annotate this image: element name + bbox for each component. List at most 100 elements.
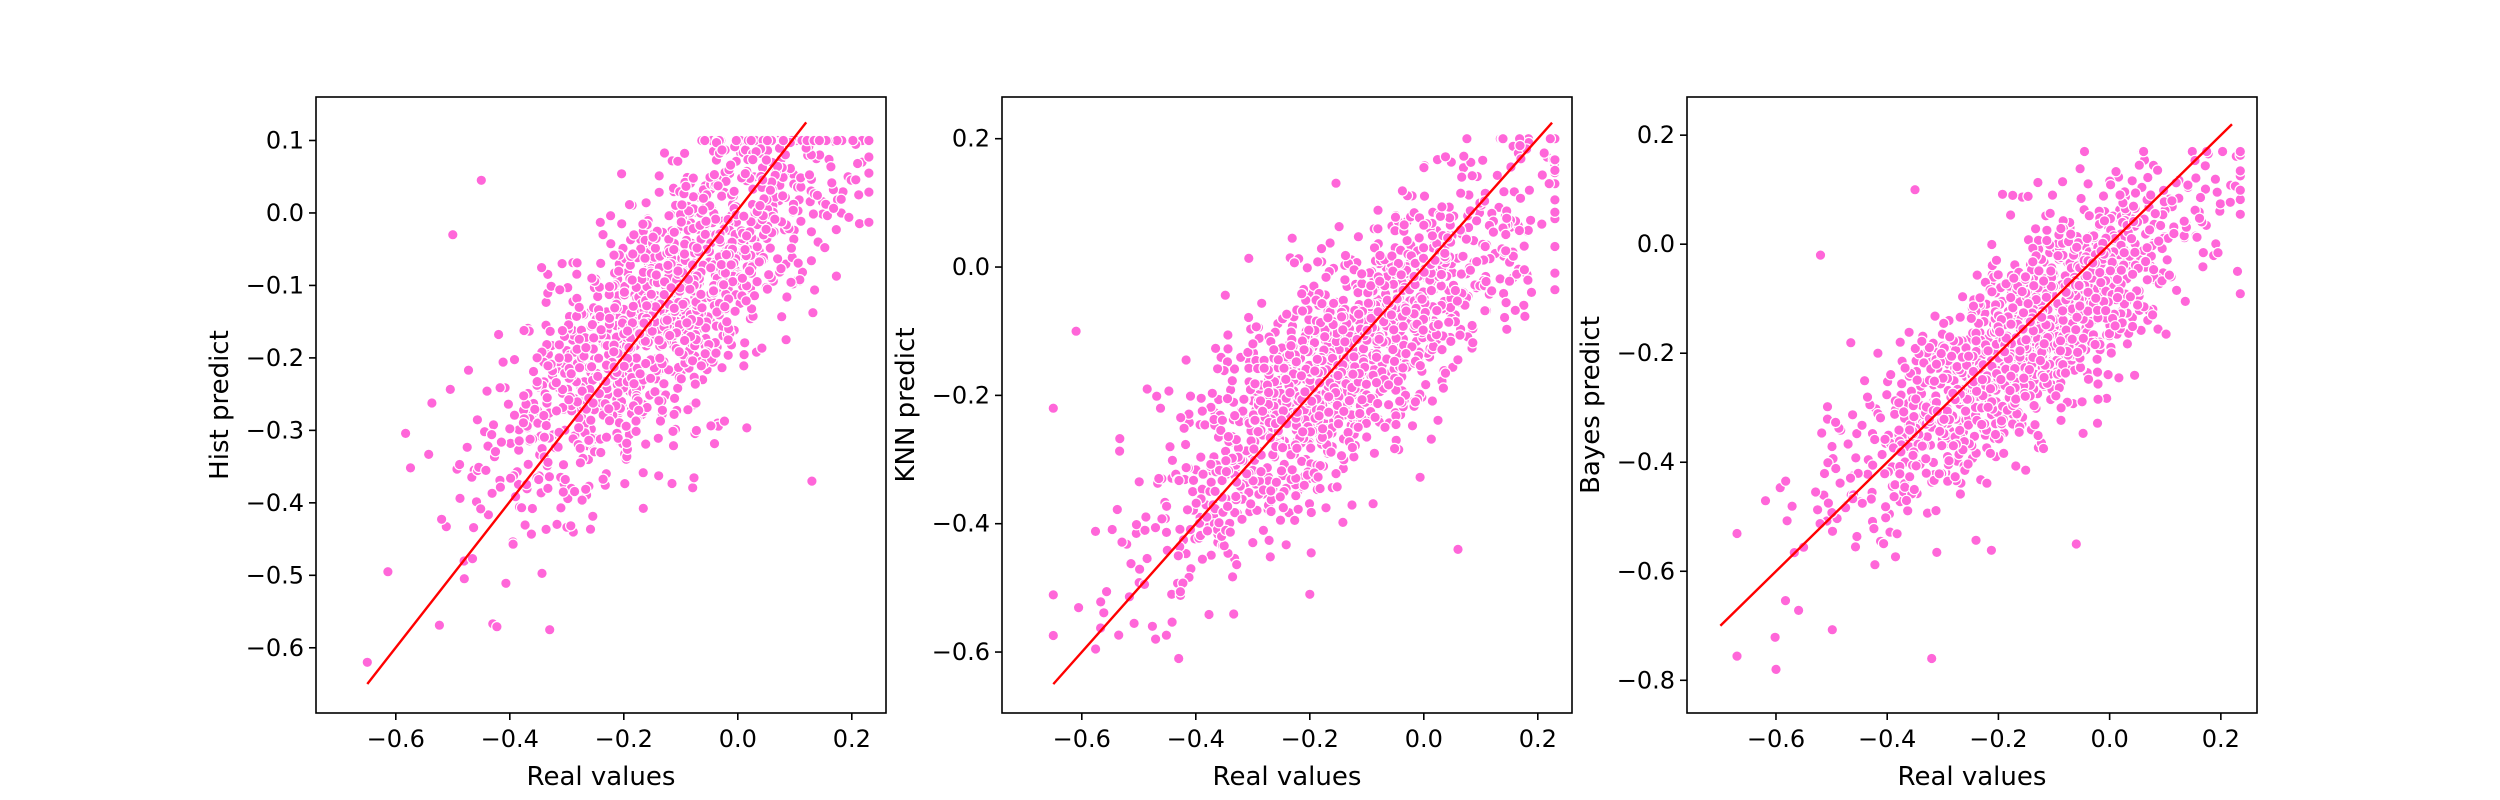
knn-data-point — [1047, 629, 1060, 642]
bayes-data-point — [2124, 290, 2137, 303]
hist-data-point — [467, 521, 480, 534]
knn-data-point — [1173, 474, 1185, 487]
knn-data-point — [1500, 228, 1512, 241]
knn-data-point — [1354, 407, 1366, 420]
hist-data-point — [637, 502, 650, 515]
knn-data-point — [1348, 350, 1360, 363]
bayes-data-point — [2016, 285, 2028, 298]
knn-data-point — [1216, 414, 1229, 427]
knn-data-point — [1395, 268, 1407, 281]
hist-data-point — [435, 513, 448, 526]
knn-data-point — [1436, 201, 1448, 213]
hist-data-point — [863, 186, 875, 198]
hist-data-point — [678, 248, 691, 260]
hist-data-point — [668, 302, 680, 315]
hist-data-point — [792, 257, 804, 269]
hist-data-point — [553, 283, 566, 296]
bayes-data-point — [1845, 336, 1857, 349]
bayes-data-point — [1947, 439, 1960, 452]
knn-data-point — [1160, 629, 1173, 641]
bayes-data-point — [2095, 276, 2107, 289]
bayes-data-point — [1895, 377, 1908, 390]
hist-data-point — [746, 153, 759, 166]
hist-data-point — [737, 210, 750, 222]
knn-data-point — [1220, 454, 1232, 467]
hist-x-tick-label: 0.0 — [719, 725, 757, 753]
bayes-data-point — [2077, 427, 2089, 440]
knn-data-point — [1549, 283, 1561, 296]
hist-data-point — [803, 169, 816, 181]
knn-data-point — [1305, 547, 1317, 559]
bayes-data-point — [2078, 145, 2091, 158]
hist-data-point — [825, 161, 837, 173]
hist-data-point — [620, 420, 632, 432]
bayes-data-point — [1995, 415, 2008, 427]
knn-data-point — [1284, 386, 1296, 399]
bayes-data-point — [2146, 309, 2159, 321]
knn-data-point — [1209, 342, 1222, 355]
hist-data-point — [653, 352, 666, 364]
hist-data-point — [536, 567, 548, 580]
bayes-data-point — [2133, 159, 2146, 171]
bayes-data-point — [1928, 375, 1941, 387]
hist-data-point — [673, 345, 685, 358]
hist-data-point — [568, 485, 581, 498]
bayes-data-point — [2091, 353, 2103, 366]
bayes-data-point — [2038, 371, 2050, 384]
knn-data-point — [1549, 154, 1561, 166]
knn-data-point — [1205, 458, 1217, 471]
bayes-data-point — [2137, 145, 2150, 158]
bayes-data-point — [2139, 255, 2152, 268]
knn-data-point — [1339, 335, 1351, 348]
hist-points — [361, 134, 875, 669]
hist-data-point — [695, 359, 708, 372]
hist-data-point — [446, 228, 459, 241]
bayes-data-point — [1903, 326, 1915, 339]
bayes-data-point — [1849, 541, 1862, 553]
hist-data-point — [555, 502, 567, 514]
bayes-data-point — [2032, 429, 2044, 442]
bayes-data-point — [2166, 195, 2178, 207]
hist-data-point — [676, 199, 688, 211]
hist-data-point — [656, 404, 669, 417]
hist-data-point — [680, 180, 692, 193]
bayes-data-point — [1792, 604, 1805, 617]
bayes-data-point — [2019, 390, 2032, 403]
knn-data-point — [1388, 442, 1401, 455]
knn-data-point — [1262, 386, 1275, 399]
bayes-data-point — [2197, 246, 2210, 259]
hist-data-point — [513, 435, 525, 447]
hist-data-point — [628, 229, 640, 241]
hist-data-point — [508, 409, 521, 421]
bayes-data-point — [1982, 401, 1994, 414]
hist-data-point — [517, 416, 530, 429]
bayes-data-point — [1815, 427, 1828, 439]
hist-data-point — [597, 473, 609, 485]
knn-data-point — [1518, 263, 1531, 276]
knn-data-point — [1413, 232, 1425, 244]
hist-data-point — [700, 215, 712, 227]
bayes-data-point — [1868, 433, 1881, 446]
knn-data-point — [1174, 411, 1187, 424]
bayes-data-point — [1899, 481, 1911, 493]
hist-data-point — [618, 477, 631, 490]
knn-data-point — [1398, 219, 1410, 231]
hist-data-point — [482, 508, 495, 521]
hist-y-tick-label: −0.4 — [246, 489, 304, 517]
hist-data-point — [724, 159, 737, 171]
knn-data-point — [1549, 240, 1561, 253]
hist-data-point — [528, 403, 541, 416]
knn-data-point — [1195, 451, 1207, 463]
knn-data-point — [1314, 482, 1326, 495]
bayes-data-point — [2113, 372, 2125, 384]
bayes-data-point — [2056, 304, 2069, 317]
bayes-data-point — [2064, 228, 2077, 240]
hist-data-point — [508, 353, 521, 366]
bayes-data-point — [2199, 160, 2212, 172]
hist-data-point — [444, 383, 457, 396]
knn-data-point — [1464, 264, 1477, 276]
hist-data-point — [745, 134, 757, 147]
hist-data-point — [690, 424, 703, 437]
hist-data-point — [507, 538, 519, 550]
knn-data-point — [1497, 132, 1509, 145]
